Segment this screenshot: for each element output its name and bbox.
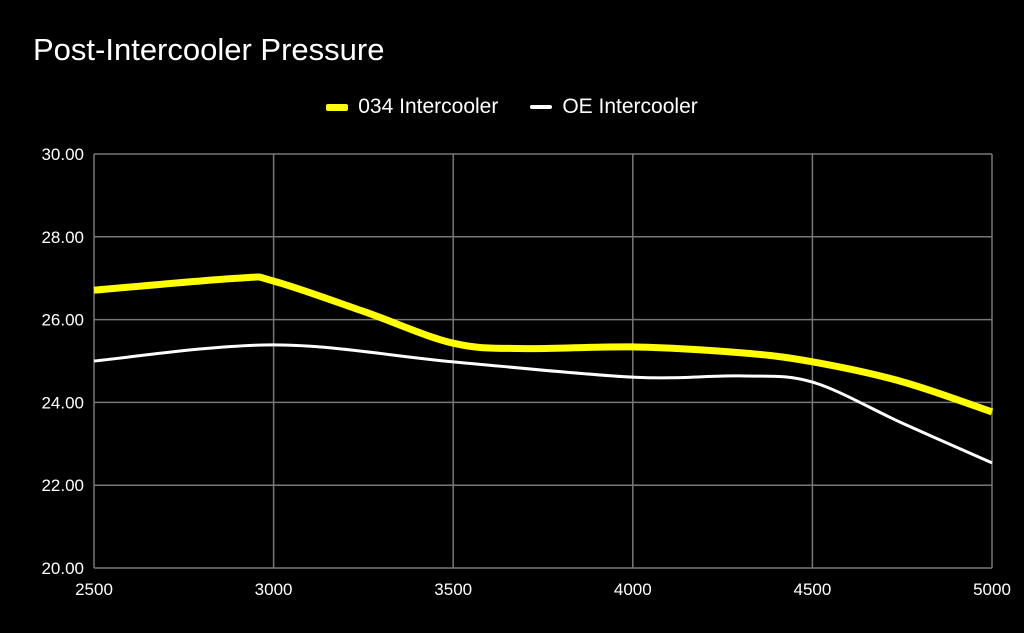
y-tick-label: 30.00 <box>41 145 84 164</box>
x-tick-label: 4500 <box>793 580 831 599</box>
y-tick-label: 22.00 <box>41 476 84 495</box>
legend-item-oe: OE Intercooler <box>530 95 698 119</box>
legend-label-oe: OE Intercooler <box>562 95 698 118</box>
legend-swatch-034 <box>326 103 349 111</box>
y-tick-label: 24.00 <box>41 393 84 412</box>
legend-label-034: 034 Intercooler <box>358 95 499 118</box>
x-tick-label: 2500 <box>75 580 113 599</box>
y-tick-label: 28.00 <box>41 228 84 247</box>
y-tick-label: 20.00 <box>41 559 84 578</box>
legend-swatch-oe <box>530 105 553 109</box>
x-tick-label: 3500 <box>434 580 472 599</box>
chart-title: Post-Intercooler Pressure <box>33 32 385 67</box>
legend-item-034: 034 Intercooler <box>326 95 498 119</box>
series-034-intercooler-line <box>93 273 994 416</box>
x-tick-label: 3000 <box>255 580 293 599</box>
series-oe-intercooler-line <box>93 343 993 465</box>
legend: 034 Intercooler OE Intercooler <box>0 95 1024 119</box>
x-tick-label: 5000 <box>973 580 1011 599</box>
x-tick-label: 4000 <box>614 580 652 599</box>
y-tick-label: 26.00 <box>41 311 84 330</box>
